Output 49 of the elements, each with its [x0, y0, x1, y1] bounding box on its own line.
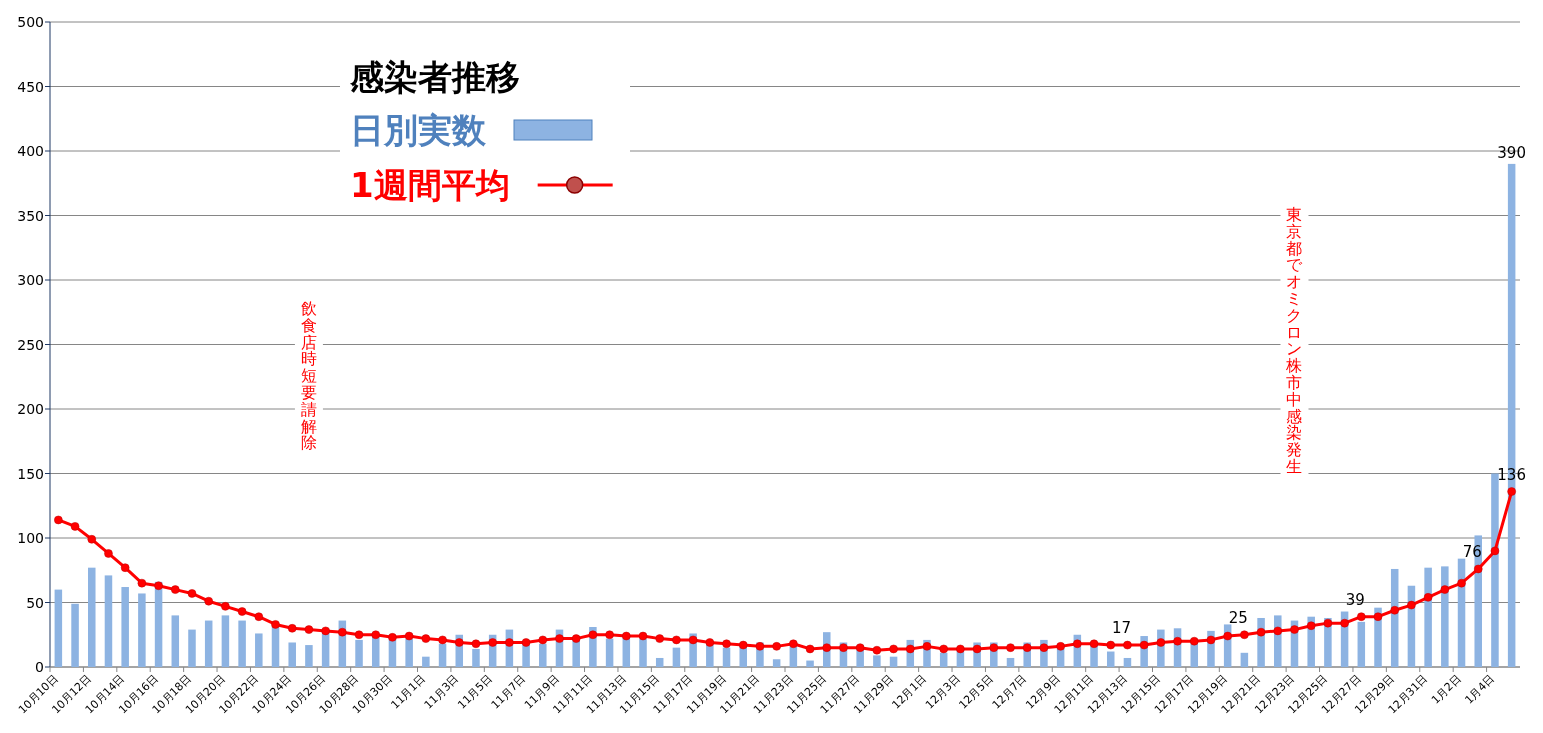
bar — [138, 593, 146, 667]
data-label: 136 — [1497, 465, 1526, 484]
bar — [288, 642, 296, 667]
data-label: 39 — [1345, 590, 1365, 609]
data-label: 25 — [1228, 608, 1248, 627]
y-tick-label: 0 — [35, 659, 44, 675]
y-tick-label: 100 — [17, 530, 44, 546]
bar — [1441, 566, 1449, 667]
legend-label: 日別実数 — [350, 110, 487, 150]
text: 飲食店時短要請解除 — [300, 299, 317, 453]
bar — [305, 645, 313, 667]
bar — [422, 656, 430, 667]
bar — [806, 660, 814, 667]
bar — [655, 657, 664, 667]
bar — [1006, 657, 1015, 667]
bar — [221, 615, 230, 667]
y-tick-label: 250 — [17, 336, 44, 353]
y-tick-label: 150 — [17, 465, 44, 482]
legend-label: 1週間平均 — [350, 165, 510, 205]
bar — [238, 620, 246, 667]
y-tick-label: 50 — [26, 594, 44, 611]
bar — [88, 567, 96, 667]
bar — [121, 587, 129, 667]
bar — [1457, 558, 1466, 667]
bar — [772, 659, 781, 667]
bar — [1123, 657, 1132, 667]
bar — [255, 633, 263, 667]
y-tick-label: 500 — [17, 14, 44, 30]
y-tick-label: 450 — [17, 78, 44, 95]
legend-title: 感染者推移 — [349, 57, 520, 97]
bar — [104, 575, 113, 667]
data-label: 390 — [1497, 143, 1526, 162]
bar — [1491, 473, 1499, 667]
x-tick-label: 1月2日 — [1429, 671, 1464, 707]
bar — [54, 589, 63, 667]
x-tick-label: 1月4日 — [1462, 671, 1498, 707]
y-tick-label: 400 — [17, 143, 44, 159]
y-tick-label: 200 — [17, 401, 44, 417]
bar — [188, 629, 196, 667]
y-tick-label: 300 — [17, 272, 44, 288]
bar — [204, 620, 213, 667]
text: 東京都でオミクロン株市中感染発生 — [1286, 205, 1303, 476]
bar — [71, 603, 79, 667]
data-label: 76 — [1462, 542, 1482, 561]
y-tick-label: 350 — [17, 207, 44, 224]
data-label: 17 — [1111, 619, 1131, 638]
bar — [1424, 567, 1432, 667]
bar — [1240, 652, 1249, 667]
bar — [171, 615, 180, 667]
